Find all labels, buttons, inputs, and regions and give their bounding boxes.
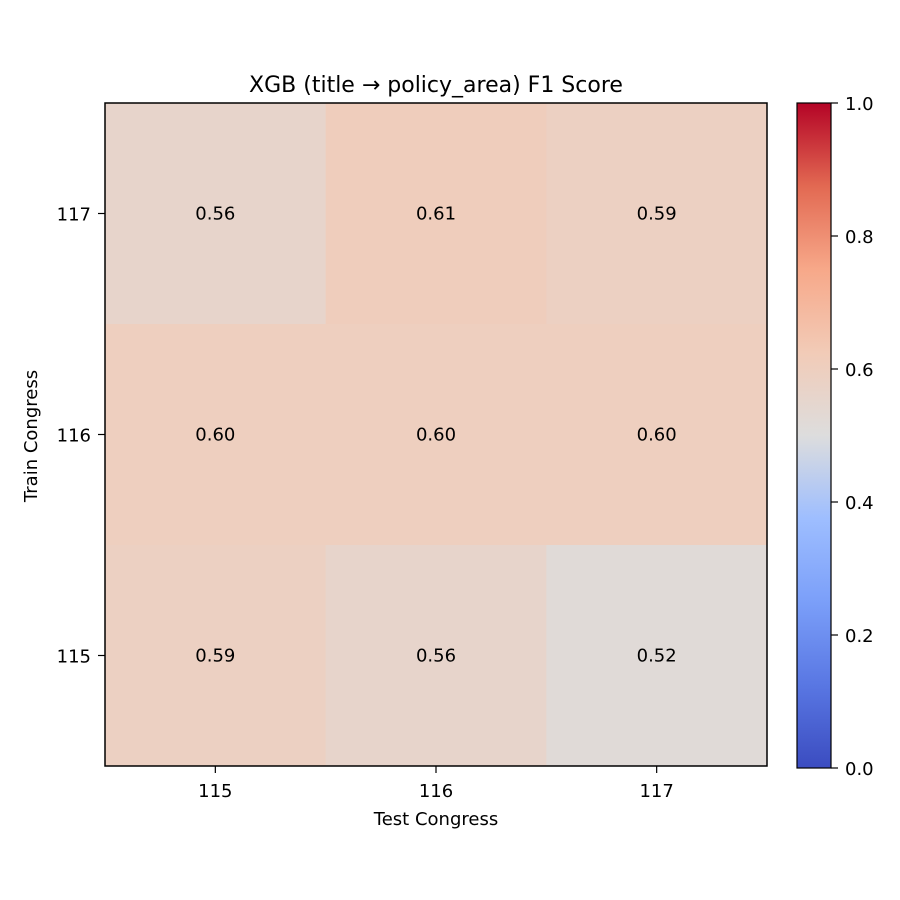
heatmap-cell: [546, 545, 768, 767]
x-axis-ticks: 115 116 117: [198, 766, 674, 802]
cell-value-label: 0.60: [637, 425, 677, 446]
heatmap-cells: [105, 103, 768, 767]
colorbar-tick-label: 0.4: [845, 493, 874, 514]
colorbar-tick-label: 0.8: [845, 227, 874, 248]
cell-value-label: 0.59: [195, 646, 235, 667]
cell-value-label: 0.59: [637, 204, 677, 225]
cell-value-label: 0.56: [416, 646, 456, 667]
heatmap-cell-labels: 0.56 0.61 0.59 0.60 0.60 0.60 0.59 0.56 0.52: [195, 204, 676, 667]
y-axis-ticks: 117 116 115: [57, 205, 105, 668]
cell-value-label: 0.61: [416, 204, 456, 225]
y-axis-label: Train Congress: [21, 370, 42, 503]
y-tick-label: 116: [57, 426, 91, 447]
y-tick-label: 115: [57, 647, 91, 668]
heatmap-cell: [546, 103, 768, 325]
colorbar-ticks: 0.0 0.2 0.4 0.6 0.8 1.0: [831, 94, 874, 780]
cell-value-label: 0.60: [416, 425, 456, 446]
cell-value-label: 0.60: [195, 425, 235, 446]
cell-value-label: 0.56: [195, 204, 235, 225]
heatmap-cell: [325, 103, 547, 325]
heatmap-cell: [325, 545, 547, 767]
x-tick-label: 116: [419, 781, 453, 802]
y-tick-label: 117: [57, 205, 91, 226]
colorbar-tick-label: 0.0: [845, 759, 874, 780]
colorbar-tick-label: 0.6: [845, 360, 874, 381]
chart-title: XGB (title → policy_area) F1 Score: [249, 73, 623, 98]
colorbar-tick-label: 0.2: [845, 626, 874, 647]
heatmap-cell: [105, 545, 327, 767]
colorbar: [796, 102, 832, 769]
colorbar-tick-label: 1.0: [845, 94, 874, 115]
x-axis-label: Test Congress: [373, 809, 498, 830]
x-tick-label: 117: [639, 781, 673, 802]
heatmap-cell: [105, 103, 327, 325]
x-tick-label: 115: [198, 781, 232, 802]
heatmap-cell: [546, 324, 768, 546]
heatmap-cell: [325, 324, 547, 546]
heatmap-cell: [105, 324, 327, 546]
cell-value-label: 0.52: [637, 646, 677, 667]
